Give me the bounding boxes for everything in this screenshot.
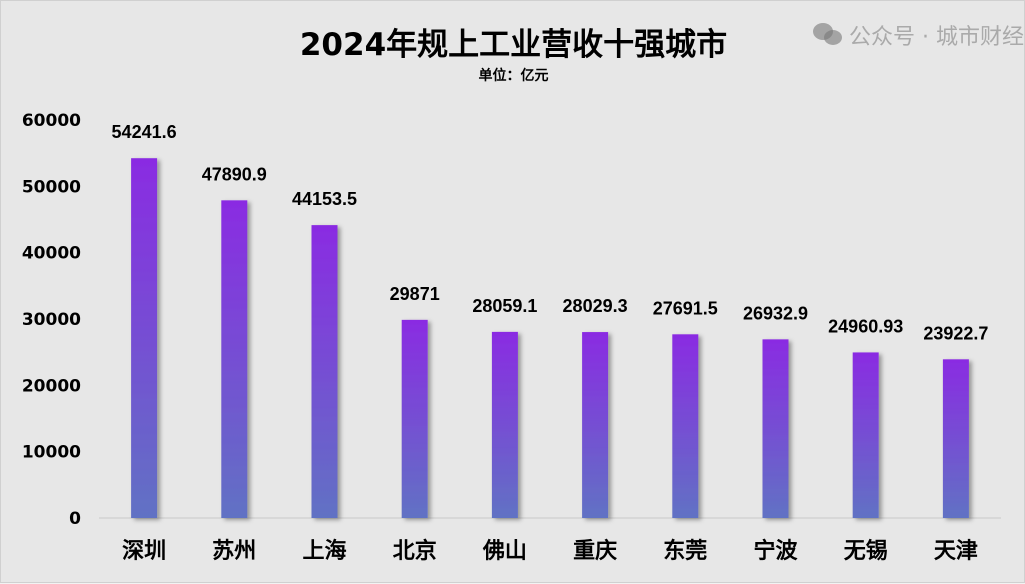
bar-北京 — [401, 319, 428, 518]
x-tick-label: 深圳 — [122, 539, 166, 564]
bar-东莞 — [672, 334, 699, 518]
bar-无锡 — [852, 352, 879, 518]
data-label: 54241.6 — [112, 122, 177, 142]
bar-苏州 — [221, 200, 248, 518]
data-label: 28059.1 — [472, 296, 537, 316]
chart-title: 2024年规上工业营收十强城市 — [299, 27, 728, 63]
watermark-text: 公众号 · 城市财经 — [849, 25, 1024, 50]
bar-上海 — [311, 225, 338, 518]
y-tick-label: 40000 — [22, 244, 81, 264]
wechat-icon — [813, 23, 843, 47]
x-tick-label: 无锡 — [844, 539, 888, 564]
bar-深圳 — [131, 158, 158, 518]
y-tick-label: 50000 — [22, 177, 81, 197]
x-tick-label: 东莞 — [663, 538, 707, 564]
y-tick-label: 20000 — [22, 376, 81, 396]
y-tick-label: 30000 — [22, 310, 81, 330]
y-tick-label: 10000 — [22, 443, 81, 463]
data-label: 26932.9 — [743, 303, 808, 323]
bar-佛山 — [491, 331, 518, 518]
chart-subtitle: 单位：亿元 — [478, 68, 549, 84]
data-label: 29871 — [390, 284, 440, 304]
x-tick-label: 天津 — [934, 538, 978, 564]
x-tick-label: 苏州 — [212, 538, 256, 564]
data-label: 47890.9 — [202, 164, 267, 184]
x-tick-label: 北京 — [393, 538, 437, 564]
data-label: 28029.3 — [563, 296, 628, 316]
x-tick-label: 佛山 — [482, 539, 527, 564]
bar-重庆 — [582, 332, 609, 518]
y-tick-label: 0 — [69, 509, 81, 529]
bar-宁波 — [762, 339, 789, 518]
data-label: 27691.5 — [653, 298, 718, 318]
y-tick-label: 60000 — [22, 111, 81, 131]
data-label: 44153.5 — [292, 189, 357, 209]
data-label: 23922.7 — [923, 323, 988, 343]
bar-天津 — [942, 359, 969, 518]
data-label: 24960.93 — [828, 316, 903, 336]
watermark: 公众号 · 城市财经 — [813, 19, 1024, 51]
x-tick-label: 重庆 — [573, 538, 617, 564]
x-tick-label: 上海 — [302, 538, 346, 564]
x-tick-label: 宁波 — [753, 538, 798, 564]
